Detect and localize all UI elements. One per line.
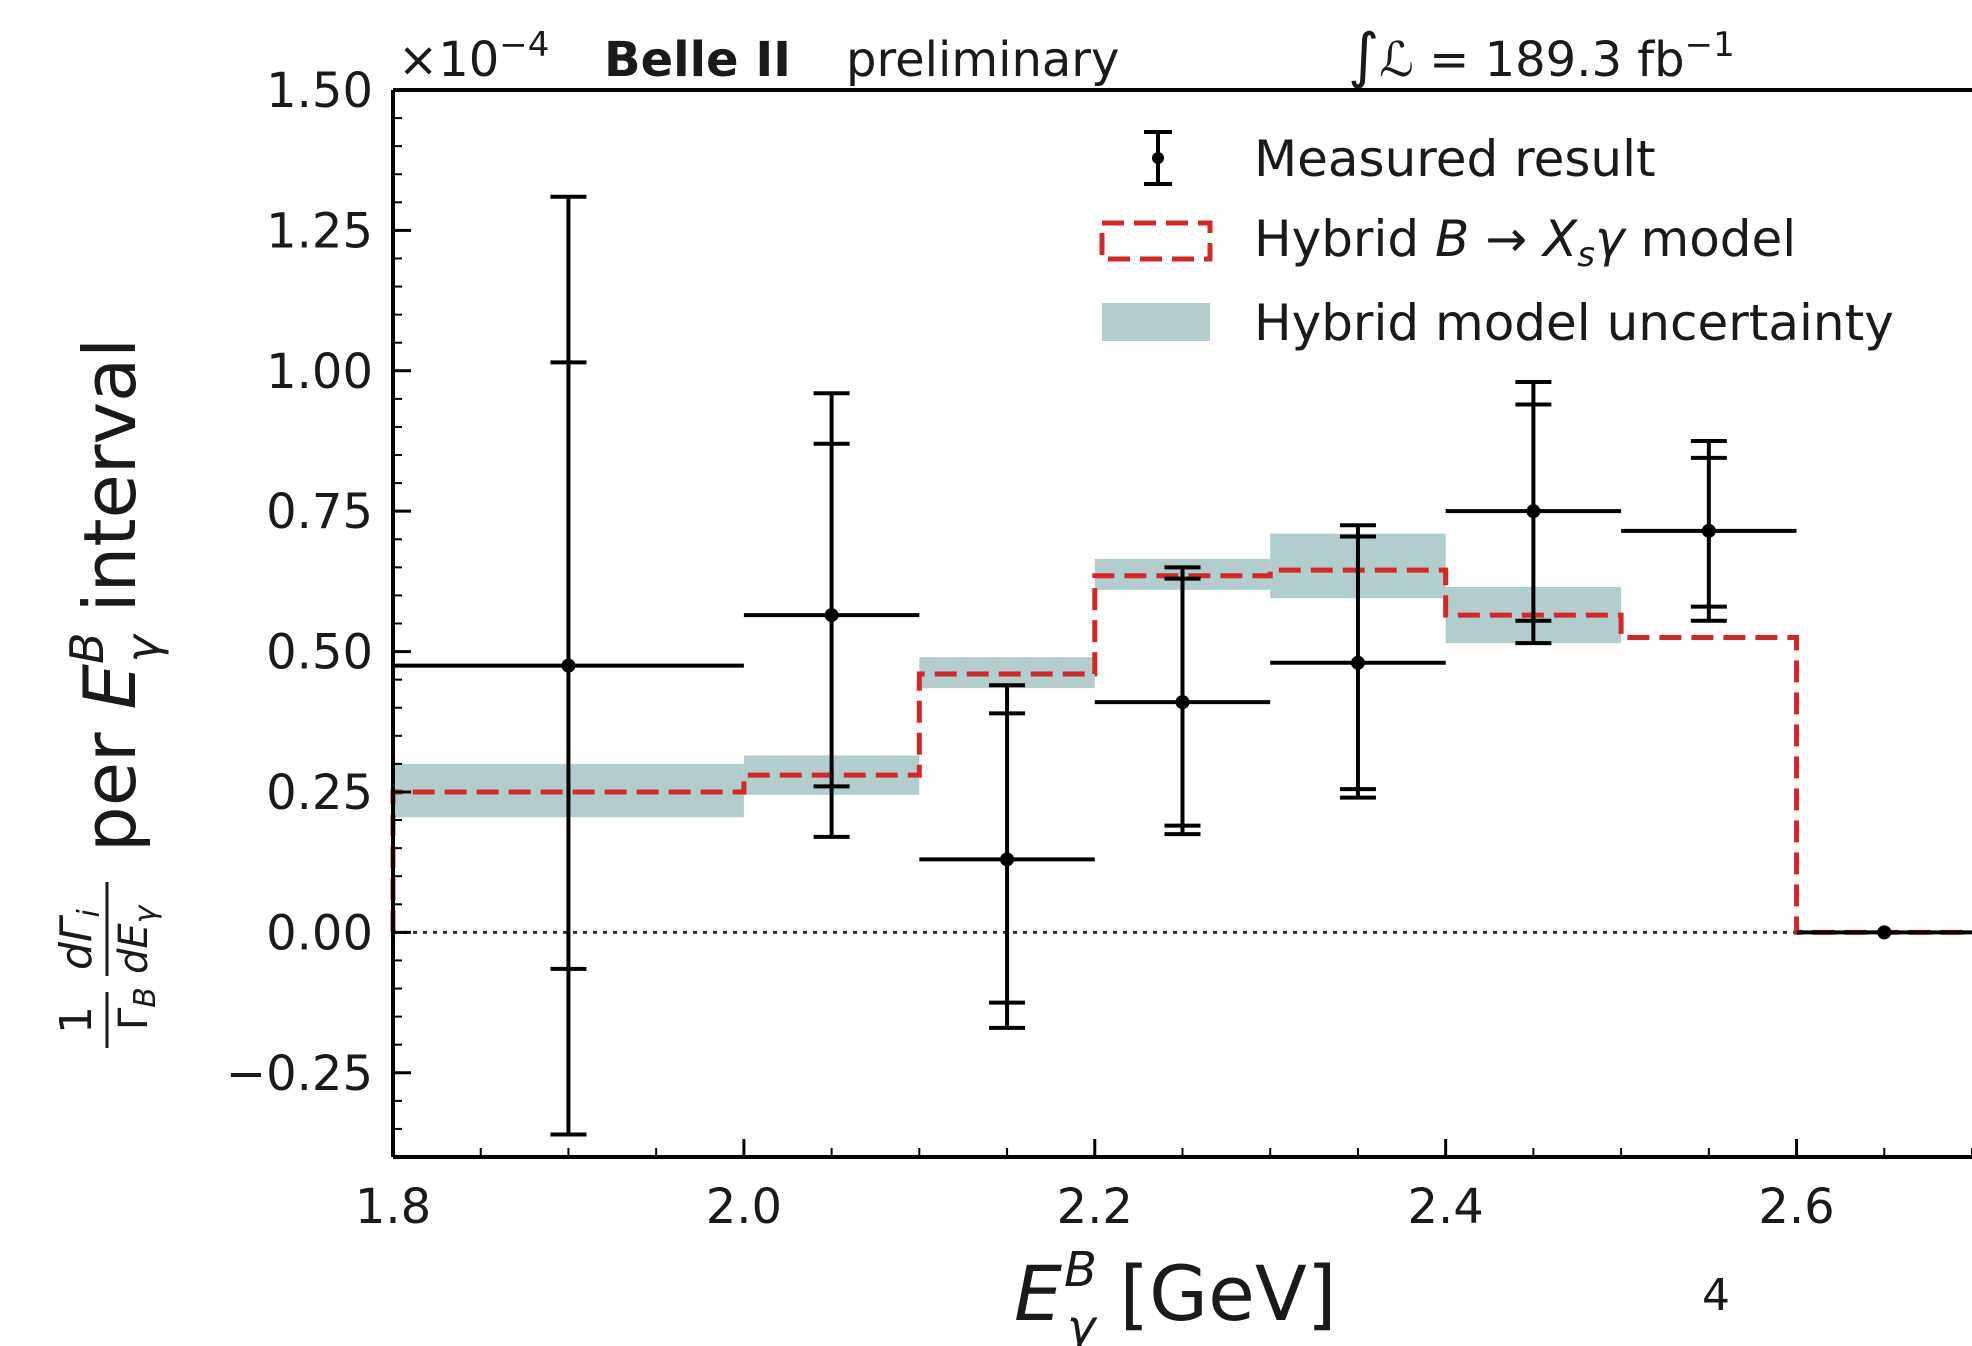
- legend-measured-label: Measured result: [1254, 130, 1656, 188]
- x-axis-ticks: 1.8 2.0 2.2 2.4 2.6: [355, 1139, 1972, 1235]
- y-tick-label: −0.25: [226, 1046, 373, 1102]
- y-tick-label: 1.00: [266, 344, 373, 400]
- x-tick-label: 2.2: [1057, 1179, 1133, 1235]
- y-tick-label: 1.25: [266, 203, 373, 259]
- svg-text:1: 1: [51, 1006, 102, 1034]
- y-tick-label: 0.00: [266, 905, 373, 961]
- y-tick-label: 0.50: [266, 625, 373, 681]
- measured-point: [1445, 380, 1622, 646]
- x-tick-label: 2.4: [1407, 1179, 1483, 1235]
- x-tick-label: 2.0: [706, 1179, 782, 1235]
- legend-band-label: Hybrid model uncertainty: [1254, 294, 1894, 352]
- y-axis-ticks: −0.25 0.00 0.25 0.50 0.75 1.00 1.25 1.50: [226, 63, 411, 1158]
- chart-header: ×10−4 Belle II preliminary ∫ℒ = 189.3 fb…: [398, 21, 1735, 91]
- svg-text:dΓi: dΓi: [51, 909, 107, 970]
- x-axis-label: EB γ [GeV]: [1014, 1242, 1336, 1346]
- legend: Measured result Hybrid B → Xsγ model Hyb…: [1099, 130, 1894, 352]
- y-tick-label: 0.25: [266, 765, 373, 821]
- point-marker: [1175, 695, 1190, 710]
- measured-point: [919, 683, 1095, 1030]
- measured-points: [393, 194, 1972, 1137]
- point-marker: [824, 608, 839, 623]
- y-tick-label: 0.75: [266, 484, 373, 540]
- legend-band-swatch: [1102, 303, 1210, 341]
- measured-point: [743, 391, 920, 839]
- svg-text:dEγ: dEγ: [111, 903, 163, 974]
- measured-point: [393, 194, 744, 1137]
- point-marker: [1701, 523, 1716, 538]
- status-label: preliminary: [846, 32, 1119, 88]
- x-tick-label: 1.8: [355, 1179, 431, 1235]
- measured-point: [1270, 523, 1446, 800]
- experiment-label: Belle II: [604, 32, 791, 88]
- x-tick-label: 2.6: [1758, 1179, 1834, 1235]
- page-number: 4: [1702, 1270, 1730, 1321]
- legend-measured-marker: [1144, 130, 1172, 186]
- point-marker: [1877, 925, 1892, 940]
- measured-point: [1796, 925, 1972, 940]
- legend-model-swatch: [1099, 220, 1213, 262]
- luminosity-label: ∫ℒ = 189.3 fb−1: [1348, 21, 1735, 91]
- svg-text:ΓB: ΓB: [111, 987, 163, 1030]
- y-axis-label: 1 ΓB dΓi dEγ per EBγ interval: [51, 338, 170, 1048]
- model-step-line: [390, 567, 1972, 935]
- point-marker: [1526, 504, 1541, 519]
- point-marker: [561, 658, 576, 673]
- point-marker: [1350, 655, 1365, 670]
- legend-model-label: Hybrid B → Xsγ model: [1254, 210, 1796, 275]
- y-tick-label: 1.50: [266, 63, 373, 119]
- point-marker: [1000, 852, 1015, 867]
- scale-factor: ×10−4: [398, 25, 549, 88]
- measured-point: [1094, 565, 1271, 837]
- measured-point: [1621, 438, 1797, 623]
- svg-text:per EBγ interval: per EBγ interval: [60, 338, 170, 852]
